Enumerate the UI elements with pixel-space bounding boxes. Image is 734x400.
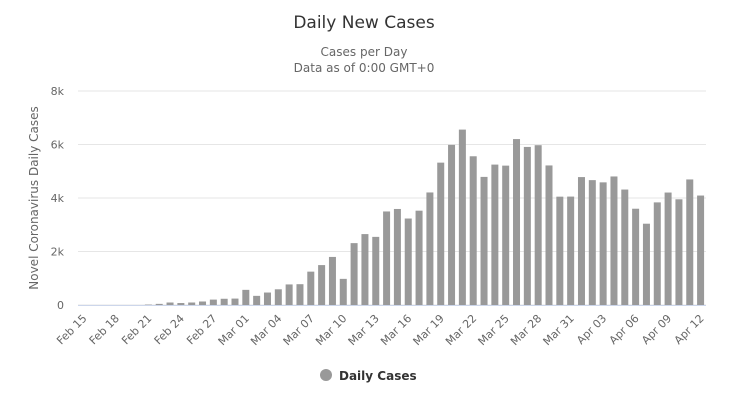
bar <box>599 182 607 305</box>
x-tick-label: Apr 09 <box>639 312 674 347</box>
bar <box>458 129 466 305</box>
y-tick-label: 8k <box>51 85 65 98</box>
bar <box>328 256 336 305</box>
bar <box>664 192 672 305</box>
x-tick-label: Feb 27 <box>184 312 219 347</box>
chart-subtitle: Cases per Day <box>321 45 408 59</box>
bar <box>307 271 315 305</box>
bar <box>253 295 261 305</box>
bar <box>642 223 650 305</box>
y-axis-label: Novel Coronavirus Daily Cases <box>27 106 41 289</box>
x-tick-label: Mar 31 <box>541 312 577 348</box>
bar <box>621 189 629 305</box>
bar <box>577 177 585 305</box>
bar <box>513 139 521 305</box>
bar <box>242 289 250 305</box>
bar <box>437 162 445 305</box>
bar <box>502 165 510 305</box>
bar <box>686 179 694 305</box>
y-tick-label: 4k <box>51 192 65 205</box>
bar <box>177 303 185 305</box>
bar <box>209 299 217 305</box>
bar <box>318 265 326 305</box>
bar <box>567 196 575 305</box>
x-tick-label: Mar 01 <box>216 312 252 348</box>
bar <box>350 243 358 305</box>
y-tick-label: 6k <box>51 139 65 152</box>
bar <box>426 192 434 305</box>
bar <box>545 165 553 305</box>
x-tick-label: Apr 06 <box>607 312 642 347</box>
x-tick-label: Mar 13 <box>346 312 382 348</box>
bar <box>220 298 228 305</box>
x-tick-label: Apr 03 <box>574 312 609 347</box>
bar <box>263 292 271 305</box>
bar <box>188 302 196 305</box>
x-tick-label: Feb 21 <box>119 312 154 347</box>
bar <box>491 164 499 305</box>
chart-title: Daily New Cases <box>293 13 435 33</box>
bar <box>155 303 163 305</box>
x-tick-label: Mar 22 <box>443 312 479 348</box>
x-tick-label: Mar 07 <box>281 312 317 348</box>
legend-label: Daily Cases <box>339 369 417 383</box>
bar <box>675 199 683 305</box>
x-tick-label: Mar 10 <box>313 312 349 348</box>
bar <box>588 180 596 305</box>
bar <box>404 218 412 305</box>
bar <box>339 278 347 305</box>
bar <box>448 144 456 305</box>
bar <box>632 208 640 305</box>
bar <box>534 145 542 305</box>
y-tick-label: 2k <box>51 246 65 259</box>
y-tick-label: 0 <box>57 299 64 312</box>
bar <box>469 156 477 305</box>
bar <box>610 176 618 305</box>
chart-subtitle: Data as of 0:00 GMT+0 <box>294 61 435 75</box>
x-tick-label: Mar 16 <box>378 312 414 348</box>
bar <box>199 301 207 305</box>
bar <box>372 236 380 305</box>
legend-marker <box>320 369 332 381</box>
bar <box>697 195 705 305</box>
x-tick-label: Feb 18 <box>87 312 122 347</box>
bar <box>415 210 423 305</box>
x-tick-label: Mar 28 <box>508 312 544 348</box>
bar <box>653 202 661 305</box>
bar <box>523 146 531 305</box>
bar <box>231 298 239 305</box>
bar <box>393 208 401 305</box>
x-tick-label: Feb 24 <box>152 312 187 347</box>
bar <box>274 289 282 305</box>
x-tick-label: Apr 12 <box>672 312 707 347</box>
bar <box>285 284 293 305</box>
bar <box>296 284 304 305</box>
x-tick-label: Mar 19 <box>411 312 447 348</box>
x-tick-label: Mar 04 <box>248 312 284 348</box>
bar <box>556 196 564 305</box>
bar <box>480 176 488 305</box>
bar <box>361 234 369 305</box>
x-tick-label: Mar 25 <box>476 312 512 348</box>
bar <box>383 211 391 305</box>
x-tick-label: Feb 15 <box>54 312 89 347</box>
bar <box>166 302 174 305</box>
